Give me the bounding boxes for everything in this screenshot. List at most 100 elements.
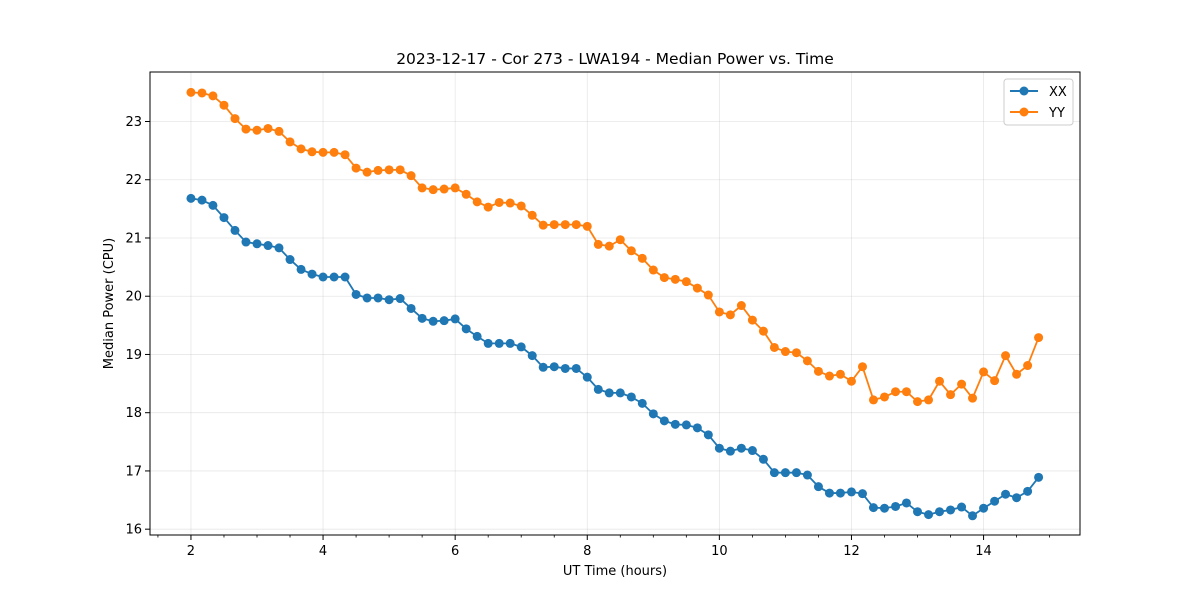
data-point-yy	[604, 241, 614, 251]
data-point-yy	[1034, 333, 1044, 343]
data-point-yy	[439, 184, 449, 194]
data-point-xx	[670, 419, 680, 429]
data-point-yy	[857, 362, 867, 372]
data-point-xx	[582, 372, 592, 382]
data-point-xx	[208, 200, 218, 210]
data-point-xx	[428, 316, 438, 326]
data-point-yy	[340, 150, 350, 160]
x-tick-label: 12	[843, 544, 860, 559]
data-point-xx	[186, 193, 196, 203]
data-point-yy	[362, 167, 372, 177]
data-point-xx	[230, 225, 240, 235]
data-point-yy	[197, 88, 207, 98]
data-point-xx	[1001, 489, 1011, 499]
data-point-xx	[879, 503, 889, 513]
data-point-yy	[549, 220, 559, 230]
data-point-xx	[935, 507, 945, 517]
data-point-xx	[505, 338, 515, 348]
data-point-xx	[417, 313, 427, 323]
data-point-xx	[340, 272, 350, 282]
data-point-xx	[626, 392, 636, 402]
data-point-yy	[824, 371, 834, 381]
x-tick-label: 4	[319, 544, 327, 559]
y-tick-label: 21	[125, 231, 142, 246]
data-point-yy	[351, 163, 361, 173]
data-point-xx	[857, 489, 867, 499]
data-point-yy	[648, 265, 658, 275]
data-point-yy	[769, 342, 779, 352]
data-point-yy	[791, 348, 801, 358]
data-point-yy	[329, 147, 339, 157]
x-tick-label: 2	[187, 544, 195, 559]
data-point-xx	[373, 293, 383, 303]
data-point-yy	[725, 310, 735, 320]
data-point-yy	[637, 253, 647, 263]
data-point-yy	[891, 387, 901, 397]
data-point-xx	[538, 362, 548, 372]
data-point-yy	[692, 283, 702, 293]
y-axis-ticks: 16 17 18 19 20 21 22 23	[125, 115, 150, 538]
data-point-yy	[241, 124, 251, 134]
data-point-yy	[538, 220, 548, 230]
data-point-xx	[395, 294, 405, 304]
data-point-xx	[913, 507, 923, 517]
legend-marker-xx	[1019, 86, 1029, 96]
data-point-xx	[296, 264, 306, 274]
data-point-yy	[681, 277, 691, 287]
data-point-xx	[351, 289, 361, 299]
data-point-xx	[957, 502, 967, 512]
data-point-yy	[384, 165, 394, 175]
data-point-yy	[979, 367, 989, 377]
data-point-xx	[285, 255, 295, 265]
data-point-yy	[615, 235, 625, 245]
y-tick-label: 23	[125, 115, 142, 130]
data-point-xx	[681, 420, 691, 430]
data-point-yy	[461, 189, 471, 199]
data-point-yy	[406, 171, 416, 181]
data-point-yy	[758, 326, 768, 336]
data-point-xx	[527, 351, 537, 361]
data-point-yy	[274, 126, 284, 136]
data-point-yy	[835, 369, 845, 379]
y-tick-label: 22	[125, 173, 142, 188]
data-point-xx	[516, 342, 526, 352]
data-point-yy	[1012, 369, 1022, 379]
data-point-yy	[670, 274, 680, 284]
data-point-yy	[208, 91, 218, 101]
series-layer	[186, 87, 1044, 521]
data-point-xx	[307, 269, 317, 279]
data-point-xx	[362, 293, 372, 303]
series-yy	[186, 87, 1044, 407]
data-point-xx	[274, 243, 284, 253]
data-point-xx	[560, 363, 570, 373]
data-point-xx	[263, 241, 273, 251]
data-point-xx	[769, 468, 779, 478]
legend-marker-yy	[1019, 107, 1029, 117]
data-point-xx	[219, 213, 229, 223]
data-point-yy	[527, 210, 537, 220]
data-point-xx	[714, 443, 724, 453]
data-point-yy	[714, 307, 724, 317]
data-point-xx	[891, 501, 901, 511]
data-point-yy	[703, 290, 713, 300]
y-tick-label: 18	[125, 406, 142, 421]
data-point-xx	[461, 324, 471, 334]
data-point-yy	[1001, 351, 1011, 361]
data-point-yy	[879, 392, 889, 402]
data-point-yy	[659, 273, 669, 283]
data-point-yy	[252, 125, 262, 135]
x-tick-label: 6	[451, 544, 459, 559]
data-point-yy	[846, 376, 856, 386]
data-point-yy	[747, 315, 757, 325]
data-point-yy	[230, 114, 240, 124]
chart-title: 2023-12-17 - Cor 273 - LWA194 - Median P…	[396, 50, 834, 68]
legend-label-xx: XX	[1049, 85, 1067, 100]
data-point-xx	[813, 482, 823, 492]
data-point-xx	[483, 338, 493, 348]
data-point-yy	[494, 197, 504, 207]
data-point-yy	[924, 395, 934, 405]
data-point-xx	[593, 384, 603, 394]
data-point-yy	[483, 202, 493, 212]
